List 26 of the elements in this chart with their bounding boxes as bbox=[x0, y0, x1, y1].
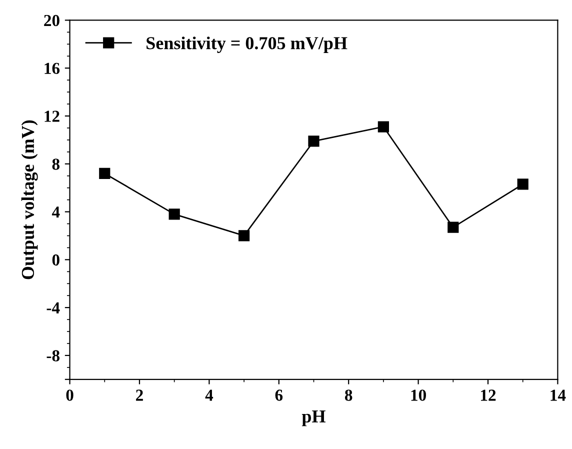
x-tick-label: 0 bbox=[66, 390, 74, 401]
x-tick-label: 2 bbox=[136, 390, 143, 401]
y-tick-label: -8 bbox=[46, 350, 60, 362]
point bbox=[517, 178, 528, 190]
x-tick-label: 6 bbox=[275, 390, 283, 401]
legend-label: Sensitivity = 0.705 mV/pH bbox=[146, 36, 348, 53]
x-axis-title: pH bbox=[302, 410, 326, 426]
point bbox=[378, 121, 389, 132]
point bbox=[448, 222, 459, 233]
y-tick-label: 0 bbox=[52, 254, 60, 266]
point bbox=[238, 230, 250, 242]
y-tick-label: 16 bbox=[44, 62, 60, 74]
point bbox=[168, 208, 180, 220]
x-tick-label: 12 bbox=[481, 390, 496, 401]
y-tick-label: -4 bbox=[46, 302, 60, 314]
x-tick-label: 8 bbox=[344, 390, 352, 401]
x-tick-label: 14 bbox=[550, 390, 566, 401]
y-tick-label: 20 bbox=[44, 14, 60, 26]
point bbox=[308, 136, 320, 147]
x-tick-label: 10 bbox=[411, 390, 426, 401]
y-axis-title: Output voltage (mV) bbox=[21, 120, 38, 280]
y-tick-label: 4 bbox=[52, 206, 60, 218]
x-tick-label: 4 bbox=[205, 390, 214, 401]
point bbox=[99, 168, 110, 180]
y-tick-label: 8 bbox=[52, 158, 60, 170]
y-tick-label: 12 bbox=[44, 110, 60, 122]
